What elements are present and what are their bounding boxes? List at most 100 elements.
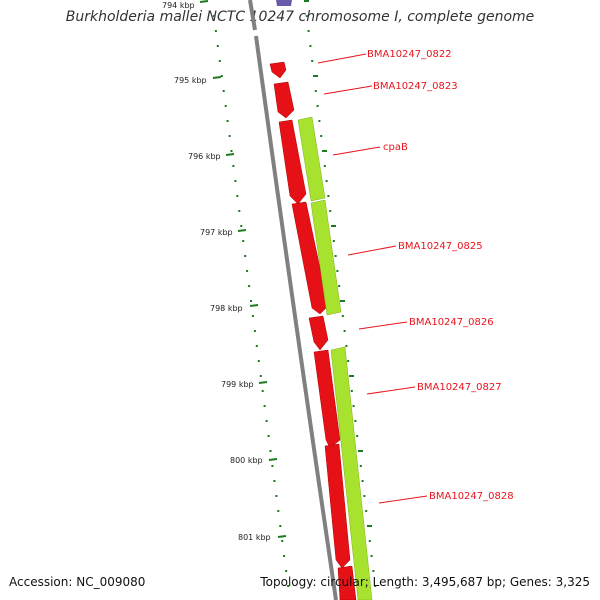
minor-tick [244,255,247,257]
tick-mark [225,153,235,156]
accession-text: Accession: NC_009080 [9,575,146,589]
gene-label: BMA10247_0827 [417,382,502,393]
leader-line [366,386,416,395]
cds-arrow [278,119,307,205]
minor-tick [367,525,372,527]
minor-tick [259,375,262,377]
minor-tick [329,210,332,212]
minor-tick [271,465,274,467]
minor-tick [240,225,243,227]
minor-tick [354,420,357,422]
minor-tick [267,435,270,437]
minor-tick [232,165,235,167]
minor-tick [263,405,266,407]
minor-tick [273,480,276,482]
cds-arrow [291,201,329,315]
minor-tick [275,495,278,497]
minor-tick [368,540,371,542]
minor-tick [269,450,272,452]
major-ticks [199,0,287,538]
minor-tick [322,150,327,152]
cds-arrow [273,81,295,119]
leader-line [347,245,397,256]
minor-tick [234,180,237,182]
genome-summary-text: Topology: circular; Length: 3,495,687 bp… [260,575,590,589]
minor-tick [331,225,336,227]
minor-tick [316,105,319,107]
tick-mark [249,304,259,307]
minor-ticks-right [304,0,377,587]
minor-tick [305,15,308,17]
gene-label: BMA10247_0825 [398,241,483,252]
minor-tick [253,330,256,332]
minor-tick [230,150,233,152]
tick-label: 800 kbp [230,456,263,465]
minor-tick [347,360,350,362]
minor-tick [246,270,249,272]
minor-tick [374,585,377,587]
tick-label: 794 kbp [162,1,195,10]
leader-line [323,85,373,95]
tick-label: 796 kbp [188,152,221,161]
minor-tick [261,390,264,392]
gene-label: BMA10247_0823 [373,81,458,92]
leader-line [317,53,367,64]
minor-tick [285,570,288,572]
minor-tick [251,315,254,317]
tick-label: 801 kbp [238,533,271,542]
minor-tick [314,90,317,92]
cds-arrow [337,565,357,600]
tick-labels: 794 kbp 795 kbp 796 kbp 797 kbp 798 kbp … [162,1,271,542]
gene-label: cpaB [383,142,408,153]
minor-tick [257,360,260,362]
tick-label: 798 kbp [210,304,243,313]
tick-label: 795 kbp [174,76,207,85]
minor-tick [212,15,215,17]
cds-arrow [308,315,329,351]
leader-line [332,146,381,156]
minor-tick [218,60,221,62]
minor-tick [313,75,318,77]
minor-tick [359,465,362,467]
gene-labels: BMA10247_0822 BMA10247_0823 cpaB BMA1024… [367,49,514,502]
minor-tick [350,390,353,392]
minor-tick [372,570,375,572]
minor-tick [307,30,310,32]
minor-tick [220,75,223,77]
tick-mark [268,458,278,461]
minor-tick [236,195,239,197]
tick-mark [199,0,209,3]
minor-tick [222,90,225,92]
minor-tick [320,135,323,137]
minor-tick [304,0,309,2]
gene-leader-lines [317,53,428,504]
leader-line [358,321,408,330]
minor-tick [248,285,251,287]
backbone-line-top [248,0,257,31]
cds-arrow [269,61,287,79]
cds-arrow [324,443,351,569]
minor-tick [242,240,245,242]
leader-line [378,495,428,504]
cds-bar [310,199,342,316]
tick-label: 797 kbp [200,228,233,237]
minor-tick [283,555,286,557]
minor-tick [334,255,337,257]
gene-label: BMA10247_0822 [367,49,452,60]
minor-tick [311,60,314,62]
minor-tick [318,120,321,122]
gene-label: BMA10247_0826 [409,317,494,328]
minor-tick [338,285,341,287]
cds-arrow [313,349,341,449]
minor-tick [287,585,290,587]
minor-tick [228,135,231,137]
minor-ticks-left [212,15,290,587]
minor-tick [332,240,335,242]
minor-tick [279,525,282,527]
minor-tick [358,450,363,452]
minor-tick [277,510,280,512]
tick-mark [212,76,222,79]
minor-tick [309,45,312,47]
minor-tick [250,300,252,302]
